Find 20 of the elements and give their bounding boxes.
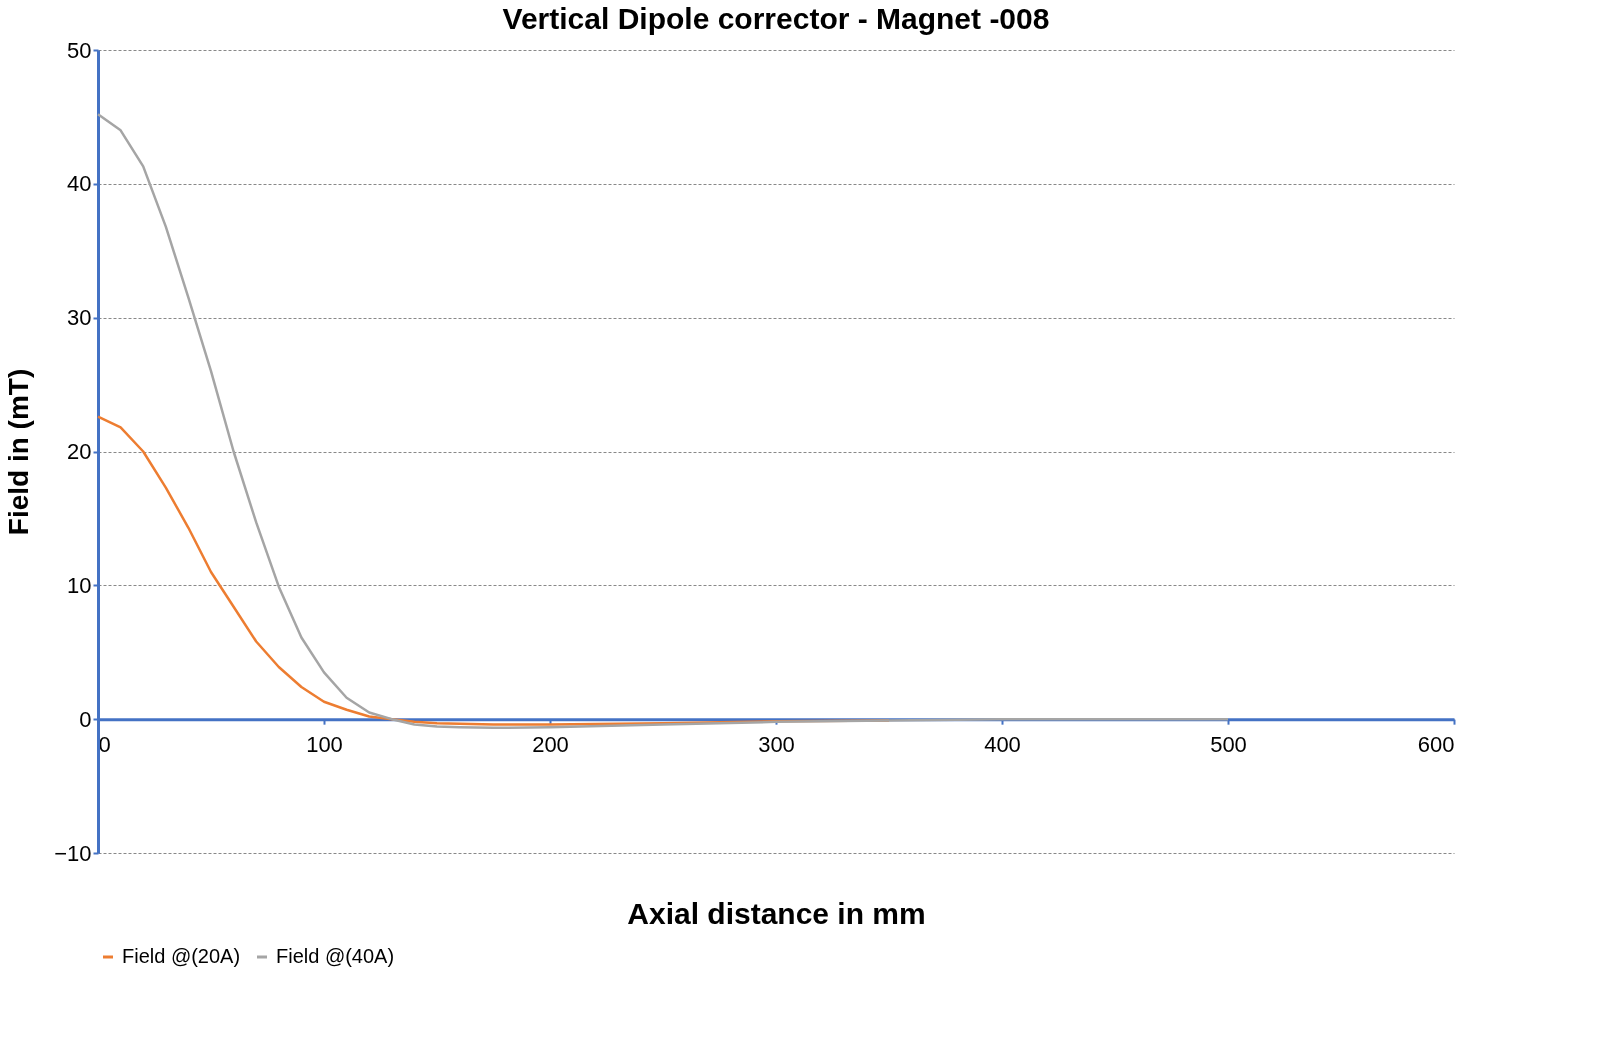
chart-title: Vertical Dipole corrector - Magnet -008 (502, 2, 1050, 35)
y-tick-label: 40 (67, 171, 92, 197)
y-tick-label: 20 (67, 439, 92, 464)
y-tick-label: 50 (67, 37, 92, 63)
y-tick-label: −10 (54, 840, 92, 866)
x-axis-title: Axial distance in mm (627, 896, 926, 930)
x-tick-label: 100 (306, 731, 343, 757)
x-tick-label: 500 (1210, 731, 1247, 757)
x-tick-label: 400 (984, 731, 1021, 757)
y-axis-title: Field in (mT) (3, 368, 35, 536)
x-tick-label: 200 (532, 731, 569, 757)
x-tick-label: 300 (758, 731, 795, 757)
legend-label: Field @(40A) (276, 945, 395, 967)
x-tick-label: 600 (1417, 731, 1455, 757)
legend-label: Field @(20A) (122, 945, 241, 967)
y-tick-label: 30 (67, 305, 92, 331)
y-tick-label: 10 (67, 572, 92, 598)
x-tick-label: 0 (98, 731, 111, 757)
y-tick-label: 0 (79, 706, 92, 732)
line-series (96, 112, 1230, 730)
